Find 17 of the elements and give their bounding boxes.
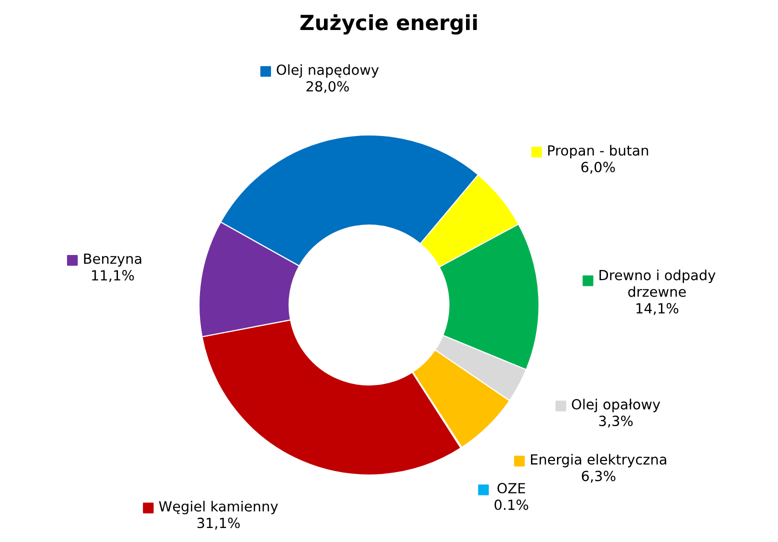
data-label: 6,0% xyxy=(581,162,615,174)
data-label: 14,1% xyxy=(636,303,678,315)
data-label: 3,3% xyxy=(599,416,633,428)
data-label: 11,1% xyxy=(92,270,134,282)
legend-label: Olej napędowy xyxy=(276,64,379,78)
legend-label: Drewno i odpady drzewne xyxy=(600,270,716,297)
data-label: 0.1% xyxy=(494,500,528,510)
data-label: 31,1% xyxy=(197,518,240,530)
legend-label: Węgiel kamienny xyxy=(158,500,278,514)
data-label: 6,3% xyxy=(582,470,616,483)
legend-label: Olej opałowy xyxy=(572,398,660,412)
legend-label: Benzyna xyxy=(84,254,142,267)
chart-title: Zużycie energii xyxy=(300,14,477,35)
legend-label: OZE xyxy=(497,482,526,494)
legend-label: Propan - butan xyxy=(548,144,648,158)
legend-label: Energia elektryczna xyxy=(530,454,666,468)
data-label: 28,0% xyxy=(306,81,349,94)
